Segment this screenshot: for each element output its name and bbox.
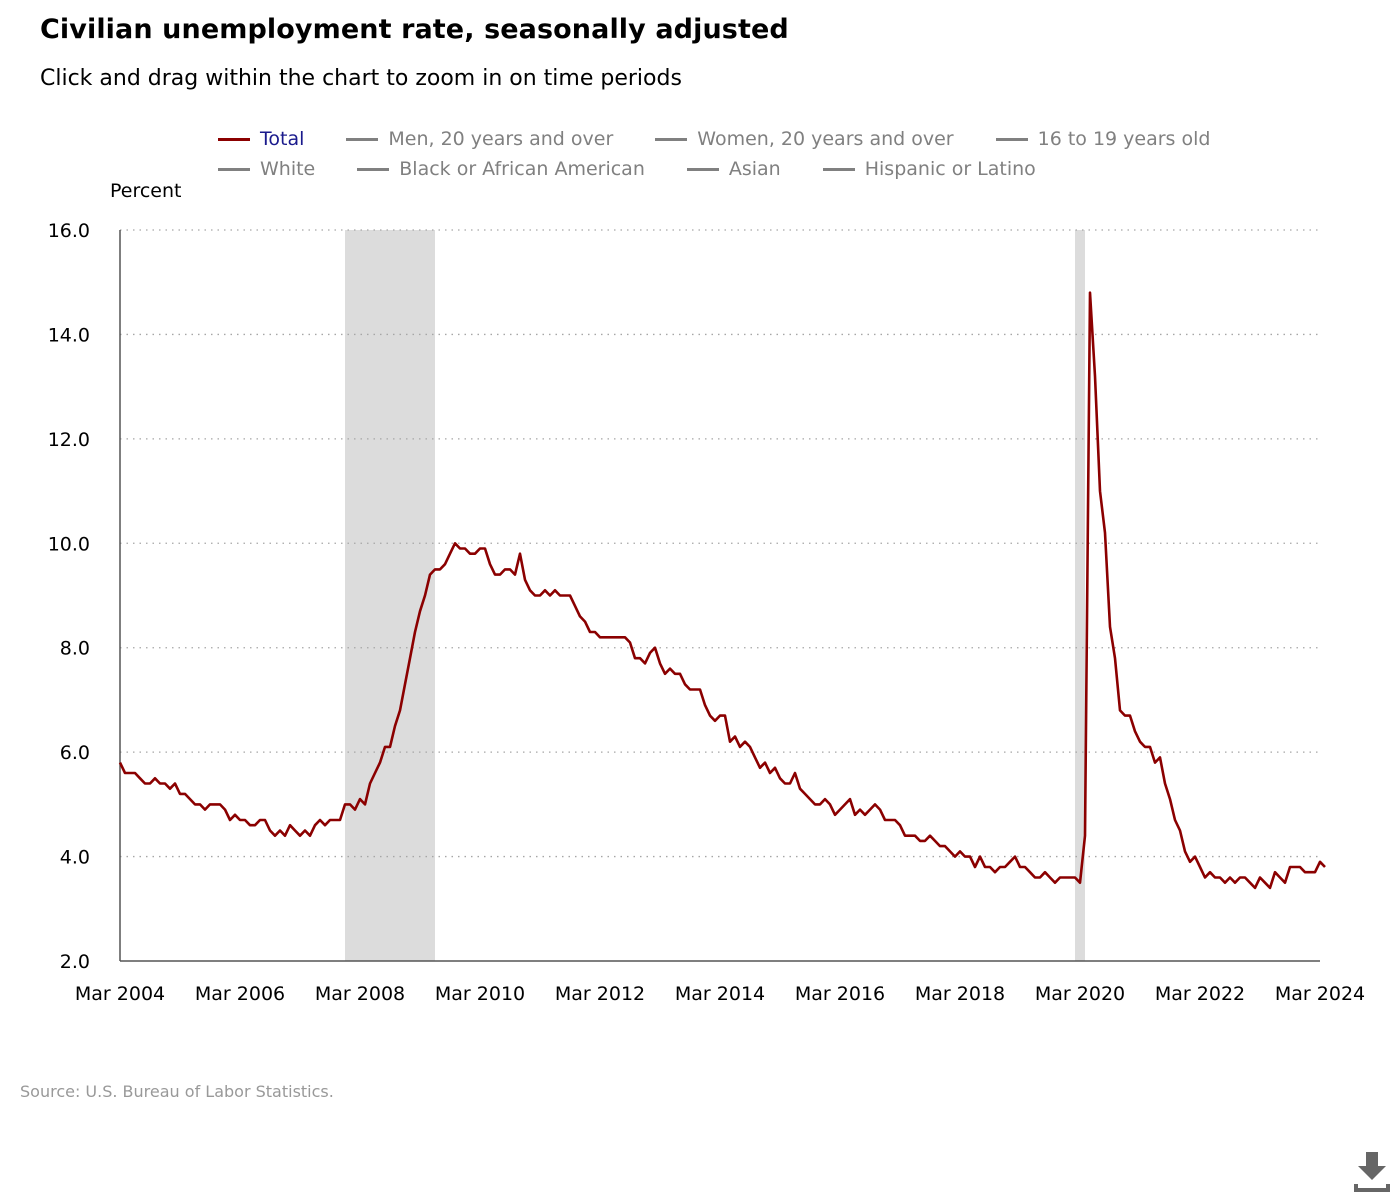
- download-icon[interactable]: [1352, 1150, 1392, 1194]
- legend-item-16-to-19[interactable]: 16 to 19 years old: [995, 128, 1211, 150]
- x-tick-label: Mar 2010: [435, 983, 525, 1005]
- x-tick-label: Mar 2006: [195, 983, 285, 1005]
- y-tick-label: 10.0: [48, 533, 90, 555]
- x-tick-label: Mar 2008: [315, 983, 405, 1005]
- y-axis-label: Percent: [110, 180, 182, 202]
- x-tick-label: Mar 2004: [75, 983, 165, 1005]
- legend-swatch: [655, 137, 688, 141]
- legend-swatch: [822, 167, 855, 171]
- x-tick-label: Mar 2014: [675, 983, 765, 1005]
- y-tick-label: 8.0: [60, 638, 90, 660]
- x-tick-label: Mar 2022: [1155, 983, 1245, 1005]
- legend-item-hispanic[interactable]: Hispanic or Latino: [822, 158, 1036, 180]
- legend-label: Men, 20 years and over: [388, 128, 614, 150]
- x-tick-label: Mar 2018: [915, 983, 1005, 1005]
- legend-item-white[interactable]: White: [218, 158, 315, 180]
- legend-label: Black or African American: [399, 158, 645, 180]
- legend-label: Hispanic or Latino: [864, 158, 1036, 180]
- chart-title: Civilian unemployment rate, seasonally a…: [40, 14, 789, 45]
- x-tick-label: Mar 2016: [795, 983, 885, 1005]
- legend-label: White: [260, 158, 316, 180]
- recession-band: [345, 230, 435, 961]
- legend-item-total[interactable]: Total: [218, 128, 304, 150]
- x-tick-label: Mar 2024: [1275, 983, 1365, 1005]
- x-tick-label: Mar 2020: [1035, 983, 1125, 1005]
- source-note: Source: U.S. Bureau of Labor Statistics.: [20, 1082, 334, 1101]
- legend-item-women-20-plus[interactable]: Women, 20 years and over: [655, 128, 954, 150]
- legend-swatch: [218, 167, 250, 171]
- y-tick-label: 2.0: [60, 951, 90, 973]
- legend-label: 16 to 19 years old: [1037, 128, 1211, 150]
- legend-row: Total Men, 20 years and over Women, 20 y…: [218, 124, 1378, 154]
- legend-swatch: [357, 167, 390, 171]
- legend-row: White Black or African American Asian Hi…: [218, 154, 1378, 184]
- legend-label: Asian: [728, 158, 781, 180]
- legend-swatch: [686, 167, 719, 171]
- chart-subtitle: Click and drag within the chart to zoom …: [40, 66, 682, 91]
- y-tick-label: 16.0: [48, 220, 90, 242]
- recession-band: [1075, 230, 1085, 961]
- legend-label: Total: [260, 128, 305, 150]
- y-tick-label: 6.0: [60, 742, 90, 764]
- legend: Total Men, 20 years and over Women, 20 y…: [218, 124, 1378, 184]
- line-chart[interactable]: 2.0 4.0 6.0 8.0 10.0 12.0 14.0 16.0 Mar 2004 Mar …: [0, 0, 1400, 1060]
- y-tick-label: 4.0: [60, 847, 90, 869]
- legend-item-men-20-plus[interactable]: Men, 20 years and over: [346, 128, 613, 150]
- series-line-total: [118, 291, 1326, 890]
- legend-swatch: [995, 137, 1028, 141]
- y-tick-label: 14.0: [48, 324, 90, 346]
- legend-item-black[interactable]: Black or African American: [357, 158, 645, 180]
- legend-swatch: [346, 137, 379, 141]
- legend-swatch: [218, 137, 250, 141]
- legend-item-asian[interactable]: Asian: [686, 158, 781, 180]
- x-tick-label: Mar 2012: [555, 983, 645, 1005]
- legend-label: Women, 20 years and over: [697, 128, 954, 150]
- y-tick-label: 12.0: [48, 429, 90, 451]
